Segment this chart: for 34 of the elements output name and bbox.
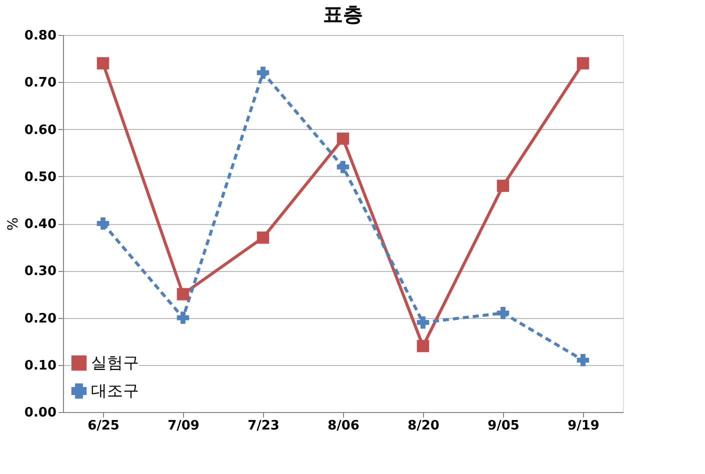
point: [416, 316, 430, 329]
point: [576, 57, 590, 70]
y-tick-label: 0.60: [24, 122, 56, 138]
y-tick-label: 0.40: [24, 217, 56, 232]
y-tick-label: 0.10: [24, 358, 56, 374]
y-tick-label: 0.50: [24, 170, 56, 185]
point: [496, 180, 510, 192]
point: [576, 354, 590, 366]
y-tick-label: 0.20: [24, 311, 56, 326]
chart-title: 표층: [323, 2, 363, 26]
point: [416, 340, 430, 352]
x-tick-label: 8/20: [408, 418, 440, 434]
y-axis-title: %: [5, 217, 22, 231]
x-tick-label: 8/06: [328, 418, 360, 434]
point: [96, 217, 110, 230]
y-tick-label: 0.80: [24, 28, 56, 44]
legend-label: 실험구: [91, 353, 139, 372]
point: [176, 312, 190, 324]
x-tick-label: 7/23: [248, 418, 280, 434]
point: [336, 160, 350, 174]
x-tick-label: 7/09: [168, 418, 200, 434]
x-tick-label: 9/05: [488, 418, 520, 434]
y-tick-label: 0.30: [24, 264, 56, 280]
y-tick-label: 0.70: [24, 76, 56, 91]
point: [256, 66, 270, 79]
point: [336, 132, 350, 145]
x-tick-label: 9/19: [568, 418, 600, 434]
point: [496, 306, 510, 320]
y-tick-label: 0.00: [24, 406, 56, 420]
point: [176, 288, 190, 300]
x-tick-label: 6/25: [88, 418, 120, 434]
legend-label: 대조구: [91, 381, 139, 400]
point: [96, 57, 110, 70]
point: [256, 232, 270, 244]
